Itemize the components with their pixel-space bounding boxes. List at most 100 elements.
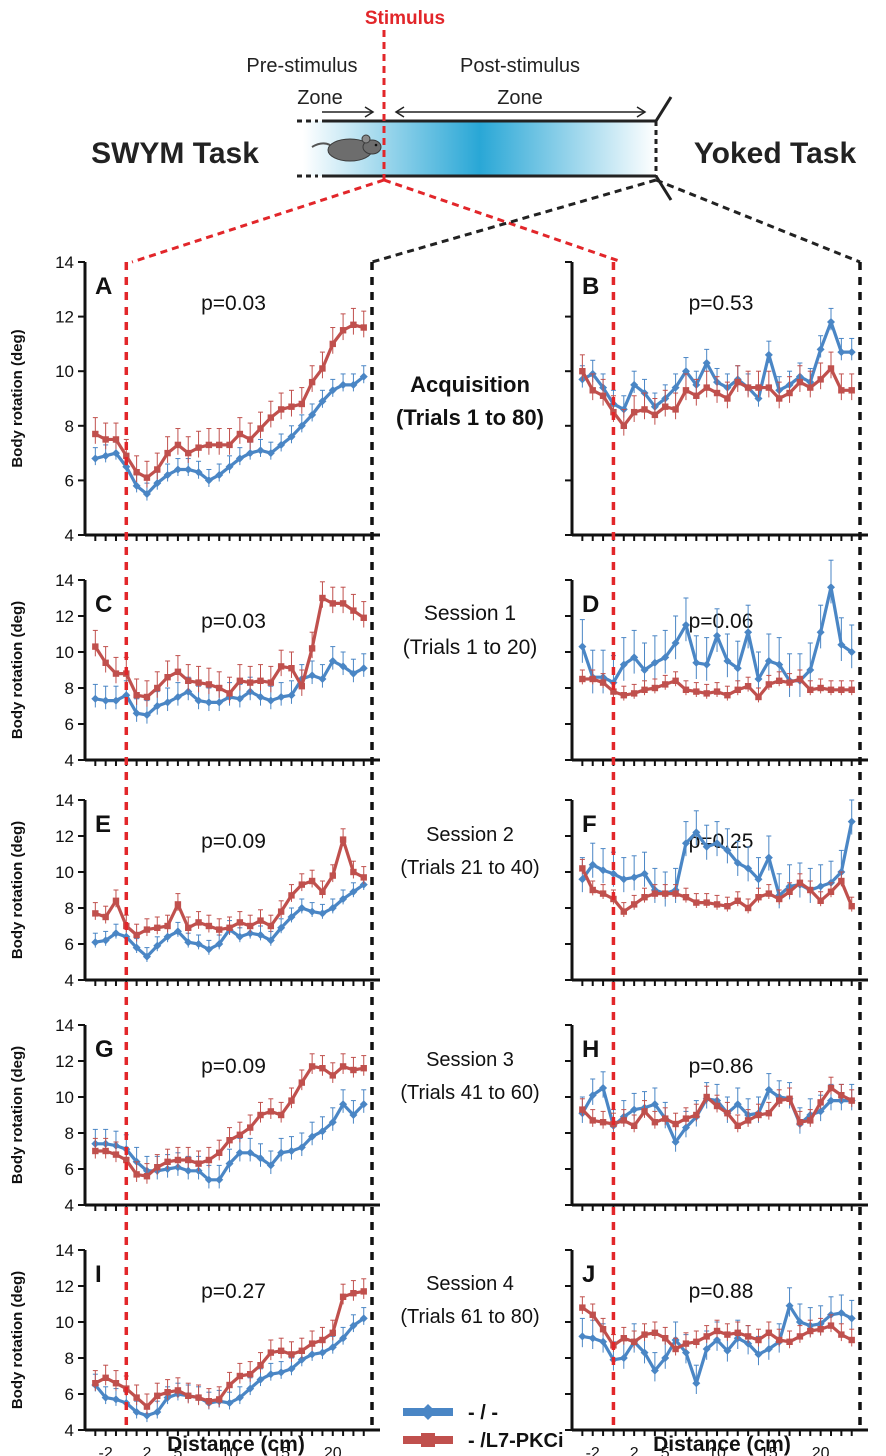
- post-zone-arrow: [394, 106, 647, 118]
- data-point: [662, 403, 669, 410]
- mouse-icon: [311, 134, 382, 162]
- data-point: [215, 698, 224, 707]
- data-point: [775, 1097, 783, 1104]
- data-point: [599, 679, 607, 686]
- data-point: [796, 378, 804, 386]
- data-point: [620, 908, 627, 915]
- y-tick-label: 12: [55, 1052, 74, 1071]
- data-point: [288, 403, 295, 410]
- data-point: [225, 1399, 234, 1407]
- series-wt: [91, 1089, 368, 1189]
- data-point: [92, 1380, 99, 1387]
- data-point: [682, 894, 690, 901]
- data-point: [672, 677, 679, 684]
- data-point: [672, 1345, 679, 1353]
- data-point: [297, 1143, 306, 1152]
- y-tick-label: 8: [65, 1124, 74, 1143]
- data-point: [349, 1321, 358, 1330]
- data-point: [349, 669, 358, 678]
- data-point: [848, 1097, 855, 1104]
- data-point: [786, 389, 793, 397]
- data-point: [266, 936, 275, 945]
- data-point: [92, 910, 99, 917]
- data-point: [318, 675, 327, 683]
- y-tick-label: 6: [65, 1160, 74, 1179]
- panel-f: Fp=0.25: [565, 799, 868, 986]
- data-point: [848, 686, 855, 693]
- data-point: [744, 384, 752, 391]
- data-point: [641, 894, 648, 901]
- y-tick-label: 14: [55, 571, 74, 590]
- data-point: [339, 1334, 348, 1343]
- data-point: [91, 454, 100, 463]
- y-tick-label: 10: [55, 643, 74, 662]
- y-tick-label: 14: [55, 791, 74, 810]
- data-point: [246, 449, 255, 458]
- data-point: [111, 696, 120, 705]
- data-point: [174, 1156, 182, 1164]
- data-point: [266, 1370, 275, 1379]
- data-point: [360, 1288, 367, 1295]
- data-point: [651, 890, 659, 897]
- data-point: [692, 828, 701, 837]
- data-point: [619, 1354, 628, 1362]
- data-point: [744, 1339, 753, 1348]
- data-point: [142, 952, 151, 961]
- data-point: [775, 1336, 783, 1344]
- data-point: [579, 368, 586, 375]
- data-point: [661, 1354, 670, 1362]
- data-point: [775, 895, 783, 903]
- data-point: [703, 899, 710, 906]
- data-point: [755, 894, 762, 901]
- data-point: [339, 327, 347, 334]
- data-point: [288, 1351, 295, 1358]
- data-point: [184, 1166, 193, 1175]
- panel-b: Bp=0.53: [565, 261, 868, 541]
- data-point: [703, 1333, 710, 1340]
- data-point: [267, 1349, 275, 1356]
- data-point: [755, 384, 762, 391]
- data-point: [163, 470, 172, 479]
- data-point: [185, 449, 192, 457]
- data-point: [359, 1100, 368, 1109]
- data-point: [195, 444, 202, 451]
- data-point: [681, 621, 690, 629]
- data-point: [102, 1374, 109, 1381]
- panel-letter-g: G: [95, 1036, 114, 1063]
- data-point: [661, 653, 670, 662]
- data-point: [360, 324, 367, 331]
- data-point: [640, 666, 649, 674]
- data-point: [205, 922, 213, 930]
- data-point: [641, 1331, 648, 1338]
- data-point: [713, 1102, 721, 1110]
- panel-c: 4 6 8 10 12 14 Body rotation (deg) Cp=0.03: [9, 571, 380, 770]
- data-point: [102, 659, 109, 666]
- data-point: [143, 474, 151, 481]
- data-point: [796, 1119, 804, 1126]
- data-point: [174, 441, 182, 449]
- data-point: [734, 686, 741, 693]
- y-tick-label: 12: [55, 827, 74, 846]
- data-point: [630, 380, 639, 389]
- series-pkc: [579, 669, 855, 703]
- data-point: [163, 932, 172, 941]
- data-point: [287, 691, 296, 700]
- y-axis-title: Body rotation (deg): [9, 821, 26, 959]
- data-point: [360, 874, 367, 881]
- y-tick-label: 14: [55, 1016, 74, 1035]
- data-point: [350, 868, 357, 876]
- data-point: [681, 1348, 690, 1357]
- data-point: [713, 631, 722, 640]
- data-point: [641, 406, 648, 413]
- data-point: [288, 665, 295, 672]
- y-axis-title: Body rotation (deg): [9, 1271, 26, 1409]
- y-tick-label: 8: [65, 1349, 74, 1368]
- post-zone-label-line1: Post-stimulus: [460, 55, 580, 77]
- data-point: [764, 853, 773, 862]
- data-point: [838, 387, 845, 394]
- y-tick-label: 14: [55, 253, 74, 272]
- data-point: [226, 690, 233, 697]
- data-point: [723, 657, 732, 665]
- data-point: [256, 1375, 265, 1384]
- p-value-b: p=0.53: [689, 292, 754, 315]
